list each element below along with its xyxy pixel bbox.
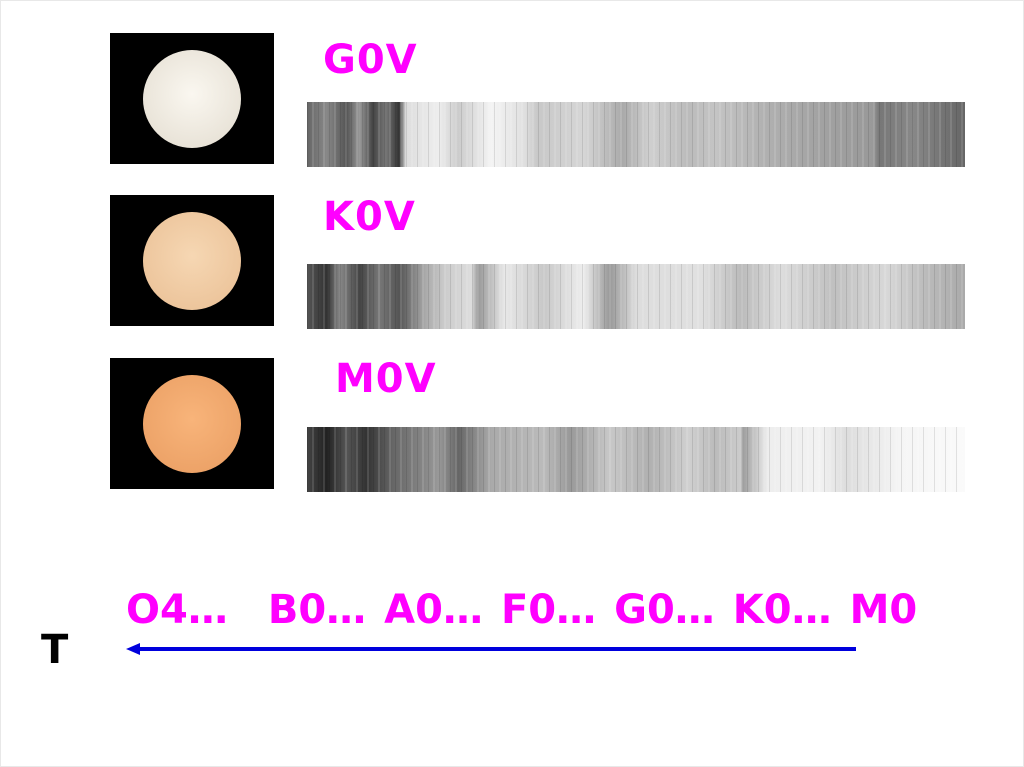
spectrum-m0v (307, 427, 965, 492)
spectrum-g0v (307, 102, 965, 167)
sequence-item: M0 (849, 587, 918, 633)
star-disc (143, 375, 241, 473)
spectrum-k0v (307, 264, 965, 329)
star-image-g0v (110, 33, 274, 164)
star-image-m0v (110, 358, 274, 489)
star-disc (143, 50, 241, 148)
temperature-arrow (126, 643, 856, 655)
spectral-type-label: G0V (323, 37, 418, 83)
spectral-sequence: O4… B0… A0… F0… G0… K0… M0 (126, 587, 935, 633)
sequence-item: K0… (732, 587, 832, 633)
star-image-k0v (110, 195, 274, 326)
sequence-item: F0… (500, 587, 597, 633)
spectral-type-label: K0V (323, 194, 416, 240)
star-disc (143, 212, 241, 310)
sequence-item: A0… (384, 587, 483, 633)
sequence-item: O4… (126, 587, 228, 633)
spectral-type-label: M0V (335, 356, 437, 402)
temperature-label: T (41, 627, 69, 673)
sequence-item: B0… (267, 587, 367, 633)
sequence-item: G0… (614, 587, 715, 633)
